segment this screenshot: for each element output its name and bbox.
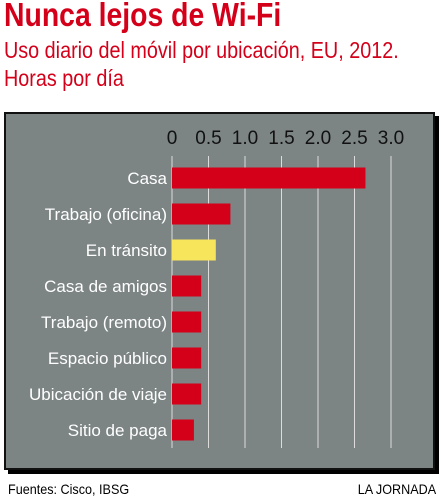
bar-chart: 0 0.5 1.0 1.5 2.0 2.5 3.0 Casa Trabajo (oficina…	[29, 128, 405, 448]
bar	[172, 419, 194, 441]
category-label: Ubicación de viaje	[29, 385, 167, 404]
x-tick-label: 2.0	[305, 128, 331, 149]
category-label: Trabajo (remoto)	[41, 313, 167, 332]
x-tick-label: 0	[167, 128, 178, 149]
footer-credit: LA JORNADA	[357, 481, 436, 497]
category-label: Sitio de paga	[68, 421, 168, 440]
x-tick-label: 1.0	[232, 128, 258, 149]
bar	[172, 239, 216, 261]
x-axis-ticks: 0 0.5 1.0 1.5 2.0 2.5 3.0	[167, 128, 405, 149]
x-tick-label: 3.0	[378, 128, 404, 149]
bar	[172, 347, 202, 369]
category-label: Casa	[127, 169, 167, 188]
chart-subtitle: Uso diario del móvil por ubicación, EU, …	[4, 37, 399, 91]
bar	[172, 383, 202, 405]
category-label: En tránsito	[86, 241, 167, 260]
bars	[172, 167, 366, 441]
category-label: Trabajo (oficina)	[45, 205, 167, 224]
category-label: Espacio público	[48, 349, 167, 368]
bar	[172, 203, 231, 225]
bar	[172, 275, 202, 297]
x-tick-label: 2.5	[341, 128, 367, 149]
footer-source: Fuentes: Cisco, IBSG	[8, 481, 130, 497]
bar	[172, 167, 366, 189]
grid-lines	[171, 156, 392, 448]
category-label: Casa de amigos	[44, 277, 167, 296]
category-labels: Casa Trabajo (oficina) En tránsito Casa de …	[29, 169, 168, 440]
bar	[172, 311, 202, 333]
chart-title: Nunca lejos de Wi-Fi	[4, 0, 282, 33]
x-tick-label: 0.5	[195, 128, 221, 149]
x-tick-label: 1.5	[268, 128, 294, 149]
